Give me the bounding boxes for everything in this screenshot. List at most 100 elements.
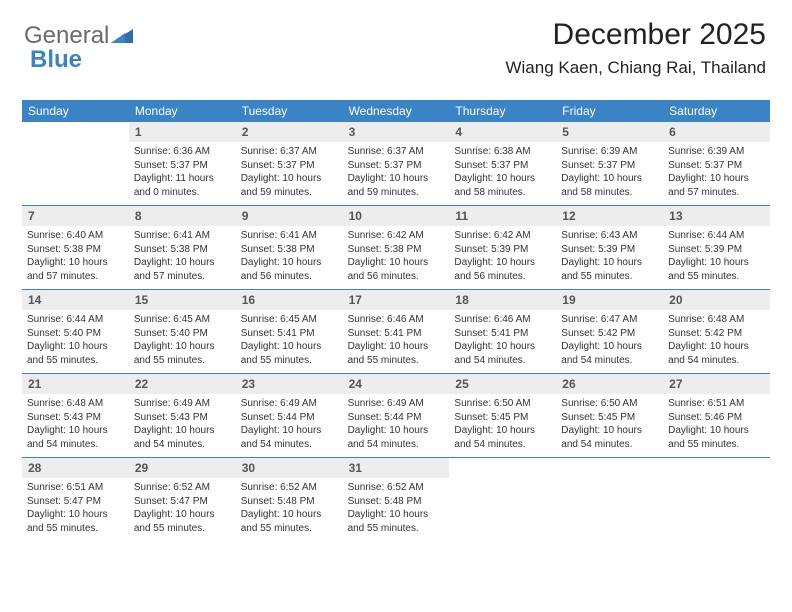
calendar-day-cell: 12 Sunrise: 6:43 AMSunset: 5:39 PMDayligh…: [556, 206, 663, 289]
day-info: Sunrise: 6:51 AMSunset: 5:46 PMDaylight:…: [668, 397, 765, 451]
day-number: 3: [343, 122, 450, 142]
calendar-day-cell: 5 Sunrise: 6:39 AMSunset: 5:37 PMDaylight…: [556, 122, 663, 205]
day-number: 19: [556, 290, 663, 310]
calendar-day-cell: [22, 122, 129, 205]
day-number: 1: [129, 122, 236, 142]
calendar-day-cell: 3 Sunrise: 6:37 AMSunset: 5:37 PMDaylight…: [343, 122, 450, 205]
day-number: 2: [236, 122, 343, 142]
calendar-day-cell: 20 Sunrise: 6:48 AMSunset: 5:42 PMDayligh…: [663, 290, 770, 373]
day-info: Sunrise: 6:45 AMSunset: 5:40 PMDaylight:…: [134, 313, 231, 367]
day-info: Sunrise: 6:52 AMSunset: 5:48 PMDaylight:…: [241, 481, 338, 535]
day-number: 29: [129, 458, 236, 478]
page-header: December 2025 Wiang Kaen, Chiang Rai, Th…: [505, 18, 766, 78]
day-number: 5: [556, 122, 663, 142]
day-info: Sunrise: 6:42 AMSunset: 5:38 PMDaylight:…: [348, 229, 445, 283]
day-number: 4: [449, 122, 556, 142]
calendar-day-cell: 18 Sunrise: 6:46 AMSunset: 5:41 PMDayligh…: [449, 290, 556, 373]
calendar-day-cell: 1Sunrise: 6:36 AMSunset: 5:37 PMDaylight…: [129, 122, 236, 205]
calendar-day-cell: 7Sunrise: 6:40 AMSunset: 5:38 PMDaylight…: [22, 206, 129, 289]
calendar-day-cell: 30 Sunrise: 6:52 AMSunset: 5:48 PMDayligh…: [236, 458, 343, 541]
calendar: SundayMondayTuesdayWednesdayThursdayFrid…: [22, 100, 770, 541]
day-info: Sunrise: 6:46 AMSunset: 5:41 PMDaylight:…: [348, 313, 445, 367]
day-info: Sunrise: 6:39 AMSunset: 5:37 PMDaylight:…: [561, 145, 658, 199]
calendar-day-cell: 10 Sunrise: 6:42 AMSunset: 5:38 PMDayligh…: [343, 206, 450, 289]
calendar-day-cell: 4Sunrise: 6:38 AMSunset: 5:37 PMDaylight…: [449, 122, 556, 205]
calendar-day-cell: 17 Sunrise: 6:46 AMSunset: 5:41 PMDayligh…: [343, 290, 450, 373]
day-of-week-header: Wednesday: [343, 100, 450, 122]
calendar-day-cell: 13 Sunrise: 6:44 AMSunset: 5:39 PMDayligh…: [663, 206, 770, 289]
day-info: Sunrise: 6:49 AMSunset: 5:44 PMDaylight:…: [348, 397, 445, 451]
calendar-day-cell: 23 Sunrise: 6:49 AMSunset: 5:44 PMDayligh…: [236, 374, 343, 457]
page-location: Wiang Kaen, Chiang Rai, Thailand: [505, 58, 766, 78]
calendar-week: 7Sunrise: 6:40 AMSunset: 5:38 PMDaylight…: [22, 206, 770, 290]
day-number: 6: [663, 122, 770, 142]
day-info: Sunrise: 6:40 AMSunset: 5:38 PMDaylight:…: [27, 229, 124, 283]
calendar-day-cell: 21 Sunrise: 6:48 AMSunset: 5:43 PMDayligh…: [22, 374, 129, 457]
day-info: Sunrise: 6:49 AMSunset: 5:44 PMDaylight:…: [241, 397, 338, 451]
day-number: 23: [236, 374, 343, 394]
day-of-week-header: Friday: [556, 100, 663, 122]
day-of-week-header: Monday: [129, 100, 236, 122]
calendar-day-cell: 15Sunrise: 6:45 AMSunset: 5:40 PMDayligh…: [129, 290, 236, 373]
brand-word-2: Blue: [30, 46, 82, 74]
day-number: 27: [663, 374, 770, 394]
day-number: 24: [343, 374, 450, 394]
day-info: Sunrise: 6:42 AMSunset: 5:39 PMDaylight:…: [454, 229, 551, 283]
day-info: Sunrise: 6:37 AMSunset: 5:37 PMDaylight:…: [348, 145, 445, 199]
day-info: Sunrise: 6:46 AMSunset: 5:41 PMDaylight:…: [454, 313, 551, 367]
calendar-day-cell: [449, 458, 556, 541]
day-number: 14: [22, 290, 129, 310]
calendar-day-cell: 19 Sunrise: 6:47 AMSunset: 5:42 PMDayligh…: [556, 290, 663, 373]
calendar-day-cell: 31 Sunrise: 6:52 AMSunset: 5:48 PMDayligh…: [343, 458, 450, 541]
day-info: Sunrise: 6:51 AMSunset: 5:47 PMDaylight:…: [27, 481, 124, 535]
day-info: Sunrise: 6:52 AMSunset: 5:48 PMDaylight:…: [348, 481, 445, 535]
day-number: 11: [449, 206, 556, 226]
calendar-week: 21 Sunrise: 6:48 AMSunset: 5:43 PMDayligh…: [22, 374, 770, 458]
day-info: Sunrise: 6:37 AMSunset: 5:37 PMDaylight:…: [241, 145, 338, 199]
day-number: 18: [449, 290, 556, 310]
calendar-week: 14 Sunrise: 6:44 AMSunset: 5:40 PMDayligh…: [22, 290, 770, 374]
day-number: 13: [663, 206, 770, 226]
calendar-day-cell: 6Sunrise: 6:39 AMSunset: 5:37 PMDaylight…: [663, 122, 770, 205]
day-info: Sunrise: 6:50 AMSunset: 5:45 PMDaylight:…: [561, 397, 658, 451]
day-of-week-header-row: SundayMondayTuesdayWednesdayThursdayFrid…: [22, 100, 770, 122]
day-number: 26: [556, 374, 663, 394]
calendar-day-cell: 24 Sunrise: 6:49 AMSunset: 5:44 PMDayligh…: [343, 374, 450, 457]
day-number: 21: [22, 374, 129, 394]
calendar-day-cell: 14 Sunrise: 6:44 AMSunset: 5:40 PMDayligh…: [22, 290, 129, 373]
day-number: 30: [236, 458, 343, 478]
day-number: 12: [556, 206, 663, 226]
calendar-day-cell: [663, 458, 770, 541]
day-info: Sunrise: 6:45 AMSunset: 5:41 PMDaylight:…: [241, 313, 338, 367]
day-info: Sunrise: 6:49 AMSunset: 5:43 PMDaylight:…: [134, 397, 231, 451]
day-info: Sunrise: 6:43 AMSunset: 5:39 PMDaylight:…: [561, 229, 658, 283]
calendar-week: 1Sunrise: 6:36 AMSunset: 5:37 PMDaylight…: [22, 122, 770, 206]
calendar-day-cell: 16 Sunrise: 6:45 AMSunset: 5:41 PMDayligh…: [236, 290, 343, 373]
day-number: 8: [129, 206, 236, 226]
day-number: 31: [343, 458, 450, 478]
day-of-week-header: Tuesday: [236, 100, 343, 122]
day-info: Sunrise: 6:47 AMSunset: 5:42 PMDaylight:…: [561, 313, 658, 367]
day-info: Sunrise: 6:41 AMSunset: 5:38 PMDaylight:…: [134, 229, 231, 283]
calendar-day-cell: 22Sunrise: 6:49 AMSunset: 5:43 PMDayligh…: [129, 374, 236, 457]
day-info: Sunrise: 6:52 AMSunset: 5:47 PMDaylight:…: [134, 481, 231, 535]
day-info: Sunrise: 6:50 AMSunset: 5:45 PMDaylight:…: [454, 397, 551, 451]
day-info: Sunrise: 6:44 AMSunset: 5:40 PMDaylight:…: [27, 313, 124, 367]
day-number: 28: [22, 458, 129, 478]
calendar-day-cell: [556, 458, 663, 541]
page-title: December 2025: [505, 18, 766, 52]
calendar-day-cell: 8 Sunrise: 6:41 AMSunset: 5:38 PMDaylight…: [129, 206, 236, 289]
day-number: 16: [236, 290, 343, 310]
calendar-day-cell: 26 Sunrise: 6:50 AMSunset: 5:45 PMDayligh…: [556, 374, 663, 457]
calendar-day-cell: 28 Sunrise: 6:51 AMSunset: 5:47 PMDayligh…: [22, 458, 129, 541]
day-info: Sunrise: 6:44 AMSunset: 5:39 PMDaylight:…: [668, 229, 765, 283]
calendar-day-cell: 11 Sunrise: 6:42 AMSunset: 5:39 PMDayligh…: [449, 206, 556, 289]
day-number: 20: [663, 290, 770, 310]
brand-triangle-icon: [111, 27, 133, 43]
day-info: Sunrise: 6:48 AMSunset: 5:42 PMDaylight:…: [668, 313, 765, 367]
calendar-weeks: 1Sunrise: 6:36 AMSunset: 5:37 PMDaylight…: [22, 122, 770, 541]
calendar-day-cell: 29 Sunrise: 6:52 AMSunset: 5:47 PMDayligh…: [129, 458, 236, 541]
day-info: Sunrise: 6:48 AMSunset: 5:43 PMDaylight:…: [27, 397, 124, 451]
day-number: 10: [343, 206, 450, 226]
day-number: 17: [343, 290, 450, 310]
